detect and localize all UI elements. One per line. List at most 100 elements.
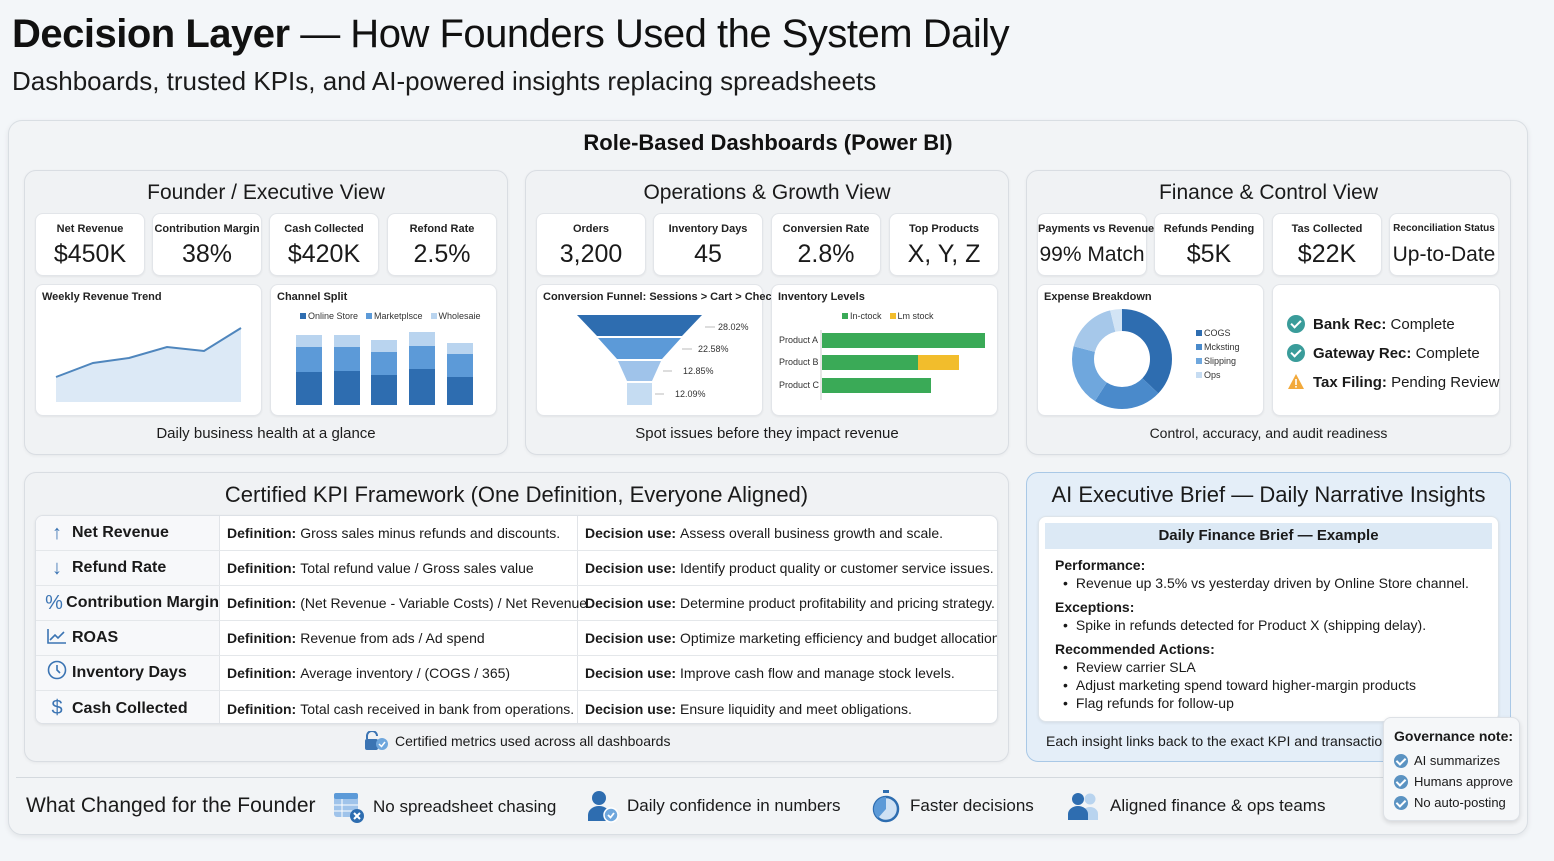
kpi-card-net-revenue[interactable]: Net Revenue $450K	[35, 213, 145, 276]
kpi-definition: Revenue from ads / Ad spend	[300, 630, 485, 646]
arrow-down-icon: ↓	[52, 556, 62, 579]
kpi-name: ROAS	[72, 629, 119, 646]
clock-icon	[42, 660, 72, 686]
stacked-bar-chart	[296, 332, 473, 405]
kpi-value: 99% Match	[1039, 243, 1145, 266]
kpi-value: 38%	[181, 240, 233, 268]
chart-title: Inventory Levels	[778, 291, 865, 303]
kpi-card-conversion-rate[interactable]: Conversien Rate 2.8%	[771, 213, 881, 276]
funnel-label: 28.02%	[718, 322, 749, 332]
panel-caption: Spot issues before they impact revenue	[635, 425, 899, 442]
kpi-card-refund-rate[interactable]: Refond Rate 2.5%	[387, 213, 497, 276]
divider	[16, 777, 1386, 778]
chart-title: Expense Breakdown	[1044, 291, 1152, 303]
kpi-definition: Total cash received in bank from operati…	[300, 700, 575, 717]
panel-caption: Control, accuracy, and audit readiness	[1149, 425, 1388, 441]
table-row[interactable]: % Contribution Margin Definition: (Net Rev…	[36, 586, 997, 621]
donut-chart	[1072, 309, 1172, 409]
kpi-label: Refond Rate	[409, 223, 475, 235]
benefit-no-spreadsheet: No spreadsheet chasing	[333, 791, 556, 823]
page-title: Decision Layer — How Founders Used the S…	[12, 12, 1010, 56]
weekly-revenue-trend-chart[interactable]: Weekly Revenue Trend	[35, 284, 262, 416]
y-axis-label: Product C	[779, 380, 820, 390]
governance-item: AI summarizes	[1394, 753, 1500, 768]
kpi-card-refunds-pending[interactable]: Refunds Pending $5K	[1154, 213, 1264, 276]
decision-label: Decision use:	[585, 665, 677, 681]
benefit-faster-decisions: Faster decisions	[870, 789, 1034, 823]
kpi-definition: Average inventory / (COGS / 365)	[300, 665, 511, 681]
benefit-daily-confidence: Daily confidence in numbers	[585, 789, 841, 823]
kpi-value: $22K	[1297, 240, 1357, 268]
decision-label: Decision use:	[585, 525, 677, 541]
team-icon	[1068, 793, 1098, 820]
governance-item: No auto-posting	[1394, 795, 1506, 810]
funnel-label: 12.09%	[675, 389, 706, 399]
definition-label: Definition:	[227, 665, 297, 681]
ai-brief-footer: Each insight links back to the exact KPI…	[1046, 733, 1397, 749]
channel-split-chart[interactable]: Channel Split Online Store Marketplsce W…	[270, 284, 497, 416]
kpi-card-reconciliation-status[interactable]: Reconciliation Status Up-to-Date	[1389, 213, 1499, 276]
kpi-name: Net Revenue	[72, 524, 169, 541]
kpi-name: Cash Collected	[72, 699, 188, 717]
table-row[interactable]: Inventory Days Definition: Average invent…	[36, 656, 997, 691]
table-row[interactable]: $ Cash Collected Definition: Total cash re…	[36, 691, 997, 723]
table-row[interactable]: ↓ Refund Rate Definition: Total refund val…	[36, 551, 997, 586]
kpi-name: Contribution Margin	[66, 594, 219, 611]
table-row[interactable]: ROAS Definition: Revenue from ads / Ad sp…	[36, 621, 998, 656]
check-circle-icon	[1394, 753, 1408, 768]
status-bank-rec: Bank Rec: Complete	[1287, 315, 1455, 333]
horizontal-bar-chart	[820, 330, 985, 400]
kpi-label: Payments vs Revenue	[1038, 223, 1155, 235]
chart-title: Weekly Revenue Trend	[42, 291, 162, 303]
inventory-levels-chart[interactable]: Inventory Levels In-ctock Lm stock Produ…	[771, 284, 998, 416]
kpi-card-inventory-days[interactable]: Inventory Days 45	[653, 213, 763, 276]
funnel-label: 22.58%	[698, 344, 729, 354]
lock-check-icon	[365, 731, 388, 750]
status-gateway-rec: Gateway Rec: Complete	[1287, 344, 1480, 362]
check-circle-icon	[1287, 344, 1305, 362]
governance-item: Humans approve	[1394, 774, 1513, 789]
kpi-value: Up-to-Date	[1392, 243, 1496, 266]
panel-title: Finance & Control View	[1158, 181, 1379, 204]
kpi-name: Inventory Days	[72, 664, 187, 681]
brief-item: Spike in refunds detected for Product X …	[1063, 617, 1426, 633]
kpi-card-cash-collected[interactable]: Cash Collected $420K	[269, 213, 379, 276]
kpi-label: Inventory Days	[668, 223, 748, 235]
definition-label: Definition:	[227, 700, 297, 717]
decision-label: Decision use:	[585, 560, 677, 576]
kpi-card-tax-collected[interactable]: Tas Collected $22K	[1272, 213, 1382, 276]
panel-caption: Daily business health at a glance	[156, 425, 376, 442]
decision-label: Decision use:	[585, 595, 677, 611]
arrow-up-icon: ↑	[52, 521, 62, 544]
definition-label: Definition:	[227, 630, 297, 646]
check-circle-icon	[1394, 795, 1408, 810]
expense-breakdown-chart[interactable]: Expense Breakdown COGS Mcksting Slipping…	[1037, 284, 1264, 416]
kpi-value: $5K	[1186, 240, 1232, 268]
kpi-card-orders[interactable]: Orders 3,200	[536, 213, 646, 276]
brief-item: Adjust marketing spend toward higher-mar…	[1063, 677, 1416, 693]
kpi-decision: Determine product profitability and pric…	[680, 595, 995, 611]
kpi-label: Tas Collected	[1291, 223, 1363, 235]
conversion-funnel-chart[interactable]: Conversion Funnel: Sessions > Cart > Che…	[536, 284, 795, 416]
page-subtitle: Dashboards, trusted KPIs, and AI-powered…	[12, 66, 877, 96]
kpi-label: Top Products	[908, 223, 980, 235]
kpi-card-contribution-margin[interactable]: Contribution Margin 38%	[152, 213, 262, 276]
panel-title: Operations & Growth View	[643, 181, 891, 204]
kpi-value: 3,200	[559, 240, 623, 268]
kpi-decision: Optimize marketing efficiency and budget…	[680, 630, 998, 646]
kpi-card-top-products[interactable]: Top Products X, Y, Z	[889, 213, 999, 276]
definition-label: Definition:	[227, 525, 297, 541]
kpi-label: Cash Collected	[284, 223, 364, 235]
founder-view-panel: Founder / Executive View Net Revenue $45…	[24, 170, 508, 455]
ai-brief-title: AI Executive Brief — Daily Narrative Ins…	[1051, 482, 1486, 507]
kpi-definition: Total refund value / Gross sales value	[300, 560, 534, 576]
brief-item: Flag refunds for follow-up	[1063, 695, 1234, 711]
kpi-label: Conversien Rate	[782, 223, 870, 235]
chart-legend: COGS Mcksting Slipping Ops	[1196, 328, 1240, 380]
finance-view-panel: Finance & Control View Payments vs Reven…	[1026, 170, 1511, 455]
status-tax-filing: Tax Filing: Pending Review	[1287, 373, 1499, 391]
kpi-card-payments-vs-revenue[interactable]: Payments vs Revenue 99% Match	[1037, 213, 1155, 276]
trend-chart-icon	[42, 627, 72, 650]
table-row[interactable]: ↑ Net Revenue Definition: Gross sales minu…	[36, 516, 997, 551]
operations-view-panel: Operations & Growth View Orders 3,200 In…	[525, 170, 1009, 455]
